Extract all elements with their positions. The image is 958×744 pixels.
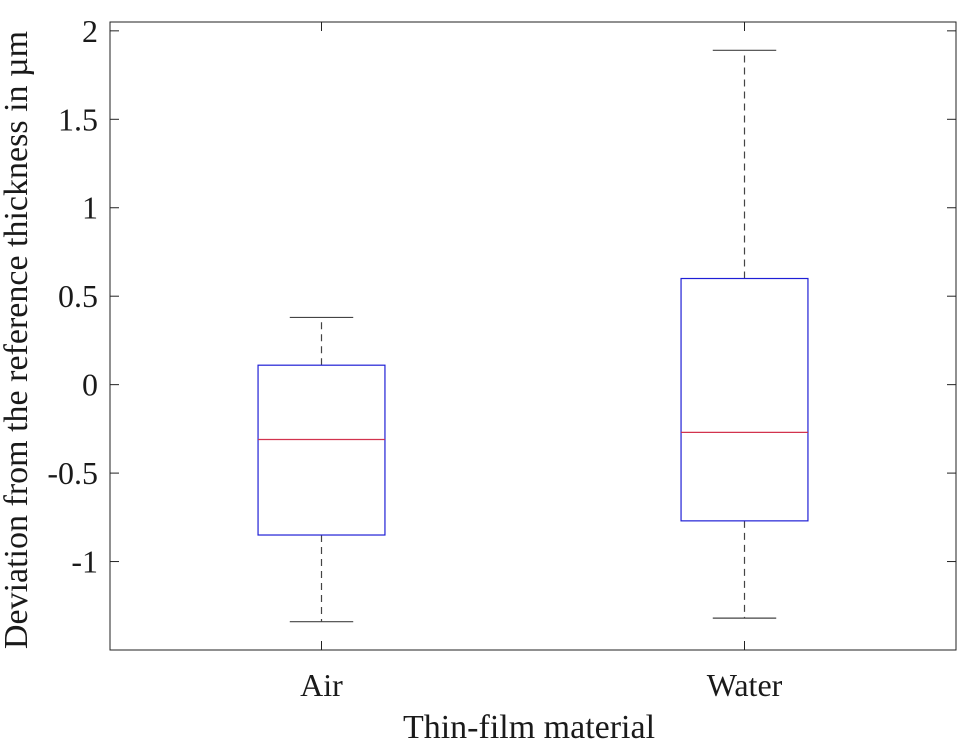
box-group xyxy=(257,49,809,623)
y-tick-group: -1 -0.5 0 0.5 1 1.5 2 xyxy=(47,13,956,580)
y-tick-label: 2 xyxy=(82,13,98,49)
x-tick-label-group: Air Water xyxy=(300,22,783,703)
x-tick-label: Air xyxy=(300,667,343,703)
iqr-box xyxy=(680,277,809,522)
y-tick-label: -0.5 xyxy=(47,455,98,491)
y-tick-label: 1 xyxy=(82,190,98,226)
iqr-box xyxy=(257,364,386,536)
y-tick-label: 0 xyxy=(82,367,98,403)
plot-area xyxy=(109,21,957,651)
y-axis-label: Deviation from the reference thickness i… xyxy=(0,31,35,649)
x-axis-label: Thin-film material xyxy=(403,709,655,739)
y-tick-label: 0.5 xyxy=(58,278,98,314)
y-tick-label: 1.5 xyxy=(58,101,98,137)
x-tick-label: Water xyxy=(707,667,783,703)
y-tick-label: -1 xyxy=(71,544,98,580)
